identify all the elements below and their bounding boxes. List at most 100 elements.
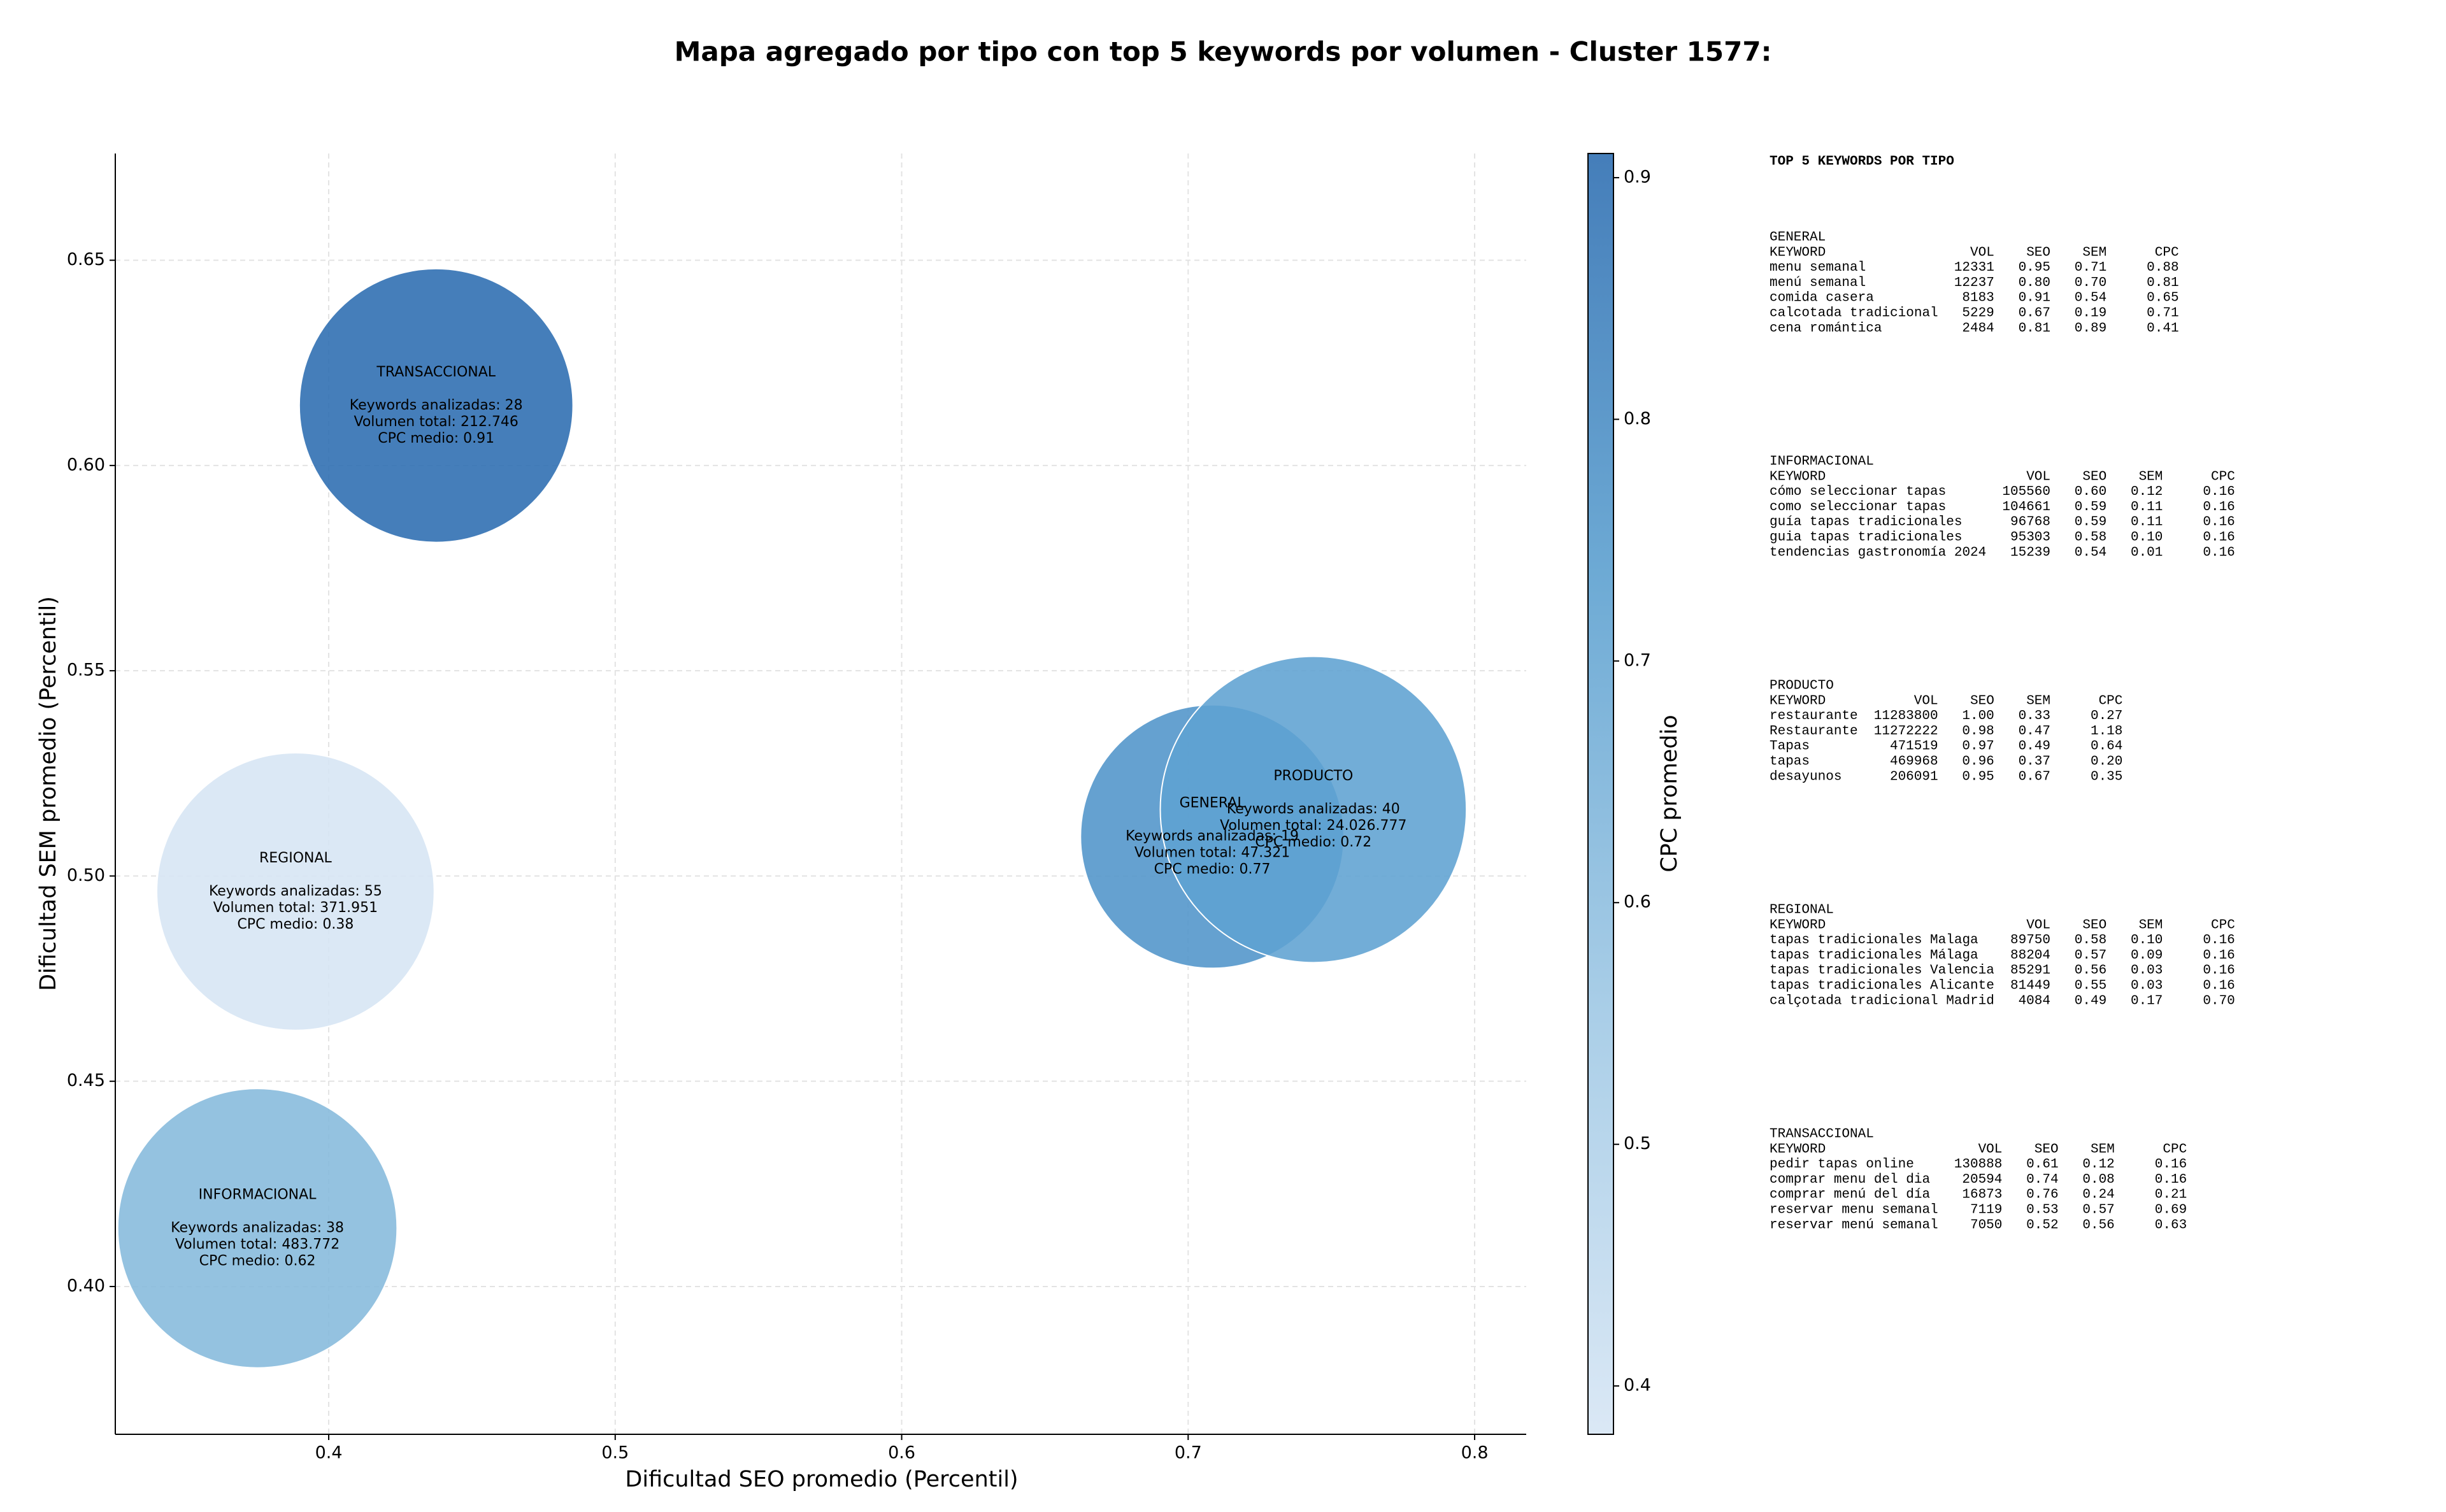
table-cell: 0.97 <box>1962 739 1994 754</box>
table-cell: 0.12 <box>2082 1157 2114 1172</box>
table-cell: 0.52 <box>2026 1218 2058 1232</box>
table-cell: 0.03 <box>2131 964 2163 978</box>
table-cell: KEYWORD <box>1770 918 1826 932</box>
bubble-annotation: CPC medio: 0.38 <box>237 916 354 932</box>
table-cell: 0.80 <box>2019 276 2050 290</box>
table-cell: 11283800 <box>1874 709 1938 724</box>
table-cell: 0.12 <box>2131 485 2163 499</box>
table-cell: CPC <box>2211 469 2235 484</box>
bubble <box>1159 655 1468 964</box>
section-name: GENERAL <box>1770 231 1826 245</box>
table-cell: 0.16 <box>2203 485 2235 499</box>
table-cell: reservar menu semanal <box>1770 1203 1938 1218</box>
table-cell: SEM <box>2091 1142 2115 1157</box>
table-cell: calçotada tradicional Madrid <box>1770 994 1994 1008</box>
table-cell: 0.24 <box>2082 1188 2114 1202</box>
table-cell: 0.16 <box>2203 515 2235 530</box>
table-cell: 0.59 <box>2075 515 2106 530</box>
bubble-annotation: Volumen total: 24.026.777 <box>1220 818 1406 834</box>
colorbar-tick-label: 0.6 <box>1624 892 1651 912</box>
table-cell: 0.58 <box>2075 531 2106 545</box>
bubble-annotation: CPC medio: 0.77 <box>1154 862 1271 878</box>
y-tick-label: 0.55 <box>67 660 105 680</box>
table-cell: 0.08 <box>2082 1173 2114 1187</box>
table-cell: 0.03 <box>2131 979 2163 994</box>
bubble-label: GENERAL <box>1180 795 1246 811</box>
table-cell: 0.55 <box>2075 979 2106 994</box>
table-cell: 85291 <box>2010 964 2050 978</box>
x-tick-label: 0.6 <box>888 1443 915 1463</box>
table-cell: 0.76 <box>2026 1188 2058 1202</box>
bubble-annotation: Volumen total: 483.772 <box>175 1236 340 1252</box>
table-cell: desayunos <box>1770 769 1842 784</box>
table-cell: 0.57 <box>2082 1203 2114 1218</box>
x-tick-label: 0.4 <box>315 1443 343 1463</box>
table-cell: SEO <box>2082 918 2106 932</box>
x-axis-label: Dificultad SEO promedio (Percentil) <box>625 1467 1018 1492</box>
table-cell: restaurante <box>1770 709 1858 724</box>
table-cell: SEO <box>2026 245 2050 260</box>
colorbar-label: CPC promedio <box>1657 715 1682 872</box>
table-cell: 95303 <box>2010 531 2050 545</box>
table-cell: KEYWORD <box>1770 694 1826 708</box>
table-cell: 4084 <box>2019 994 2050 1008</box>
table-cell: tapas tradicionales Malaga <box>1770 933 1978 948</box>
colorbar-tick-label: 0.9 <box>1624 167 1651 187</box>
bubble-label: REGIONAL <box>259 850 333 866</box>
y-tick-label: 0.50 <box>67 866 105 885</box>
table-cell: 0.53 <box>2026 1203 2058 1218</box>
chart-title: Mapa agregado por tipo con top 5 keyword… <box>675 36 1772 68</box>
table-cell: 130888 <box>1954 1157 2003 1172</box>
bubble-annotation: CPC medio: 0.91 <box>378 431 494 446</box>
bubble-annotation: Keywords analizadas: 28 <box>350 397 523 413</box>
table-cell: comprar menu del dia <box>1770 1173 1930 1187</box>
table-cell: 0.64 <box>2091 739 2122 754</box>
table-cell: 0.70 <box>2075 276 2106 290</box>
table-cell: 0.98 <box>1962 724 1994 739</box>
table-cell: 0.41 <box>2147 321 2178 336</box>
table-cell: calcotada tradicional <box>1770 306 1938 321</box>
table-cell: VOL <box>2026 918 2050 932</box>
table-cell: 0.10 <box>2131 933 2163 948</box>
table-cell: 2484 <box>1962 321 1994 336</box>
table-cell: 0.74 <box>2026 1173 2058 1187</box>
table-cell: 11272222 <box>1874 724 1938 739</box>
y-tick-label: 0.60 <box>67 455 105 474</box>
table-cell: SEM <box>2139 918 2163 932</box>
table-cell: CPC <box>2163 1142 2187 1157</box>
section-name: TRANSACCIONAL <box>1770 1127 1874 1142</box>
table-cell: 0.21 <box>2155 1188 2187 1202</box>
table-cell: 0.70 <box>2203 994 2235 1008</box>
bubble-annotation: Keywords analizadas: 55 <box>209 883 382 899</box>
table-cell: 0.57 <box>2075 948 2106 963</box>
table-cell: VOL <box>1970 245 1994 260</box>
table-cell: 0.91 <box>2019 291 2050 306</box>
table-cell: Tapas <box>1770 739 1810 754</box>
table-cell: 0.16 <box>2203 545 2235 560</box>
table-cell: 0.16 <box>2203 933 2235 948</box>
bubble-label: INFORMACIONAL <box>199 1187 317 1202</box>
table-cell: 7119 <box>1970 1203 2002 1218</box>
colorbar-tick-label: 0.4 <box>1624 1376 1651 1395</box>
x-tick-label: 0.5 <box>601 1443 629 1463</box>
table-cell: VOL <box>1978 1142 2003 1157</box>
table-cell: 12331 <box>1954 260 1994 275</box>
colorbar <box>1587 153 1614 1435</box>
table-cell: 89750 <box>2010 933 2050 948</box>
table-cell: 0.17 <box>2131 994 2163 1008</box>
table-cell: SEO <box>1970 694 1994 708</box>
table-cell: 0.67 <box>2019 306 2050 321</box>
table-cell: 0.49 <box>2075 994 2106 1008</box>
table-cell: 0.56 <box>2075 964 2106 978</box>
table-cell: CPC <box>2211 918 2235 932</box>
y-tick-label: 0.40 <box>67 1276 105 1295</box>
table-cell: 0.65 <box>2147 291 2178 306</box>
table-cell: 0.16 <box>2203 948 2235 963</box>
bubble-annotation: Volumen total: 212.746 <box>354 414 518 430</box>
table-cell: como seleccionar tapas <box>1770 500 1946 515</box>
table-cell: 0.71 <box>2075 260 2106 275</box>
y-axis-label: Dificultad SEM promedio (Percentil) <box>36 596 61 991</box>
table-cell: KEYWORD <box>1770 1142 1826 1157</box>
table-cell: 1.18 <box>2091 724 2122 739</box>
